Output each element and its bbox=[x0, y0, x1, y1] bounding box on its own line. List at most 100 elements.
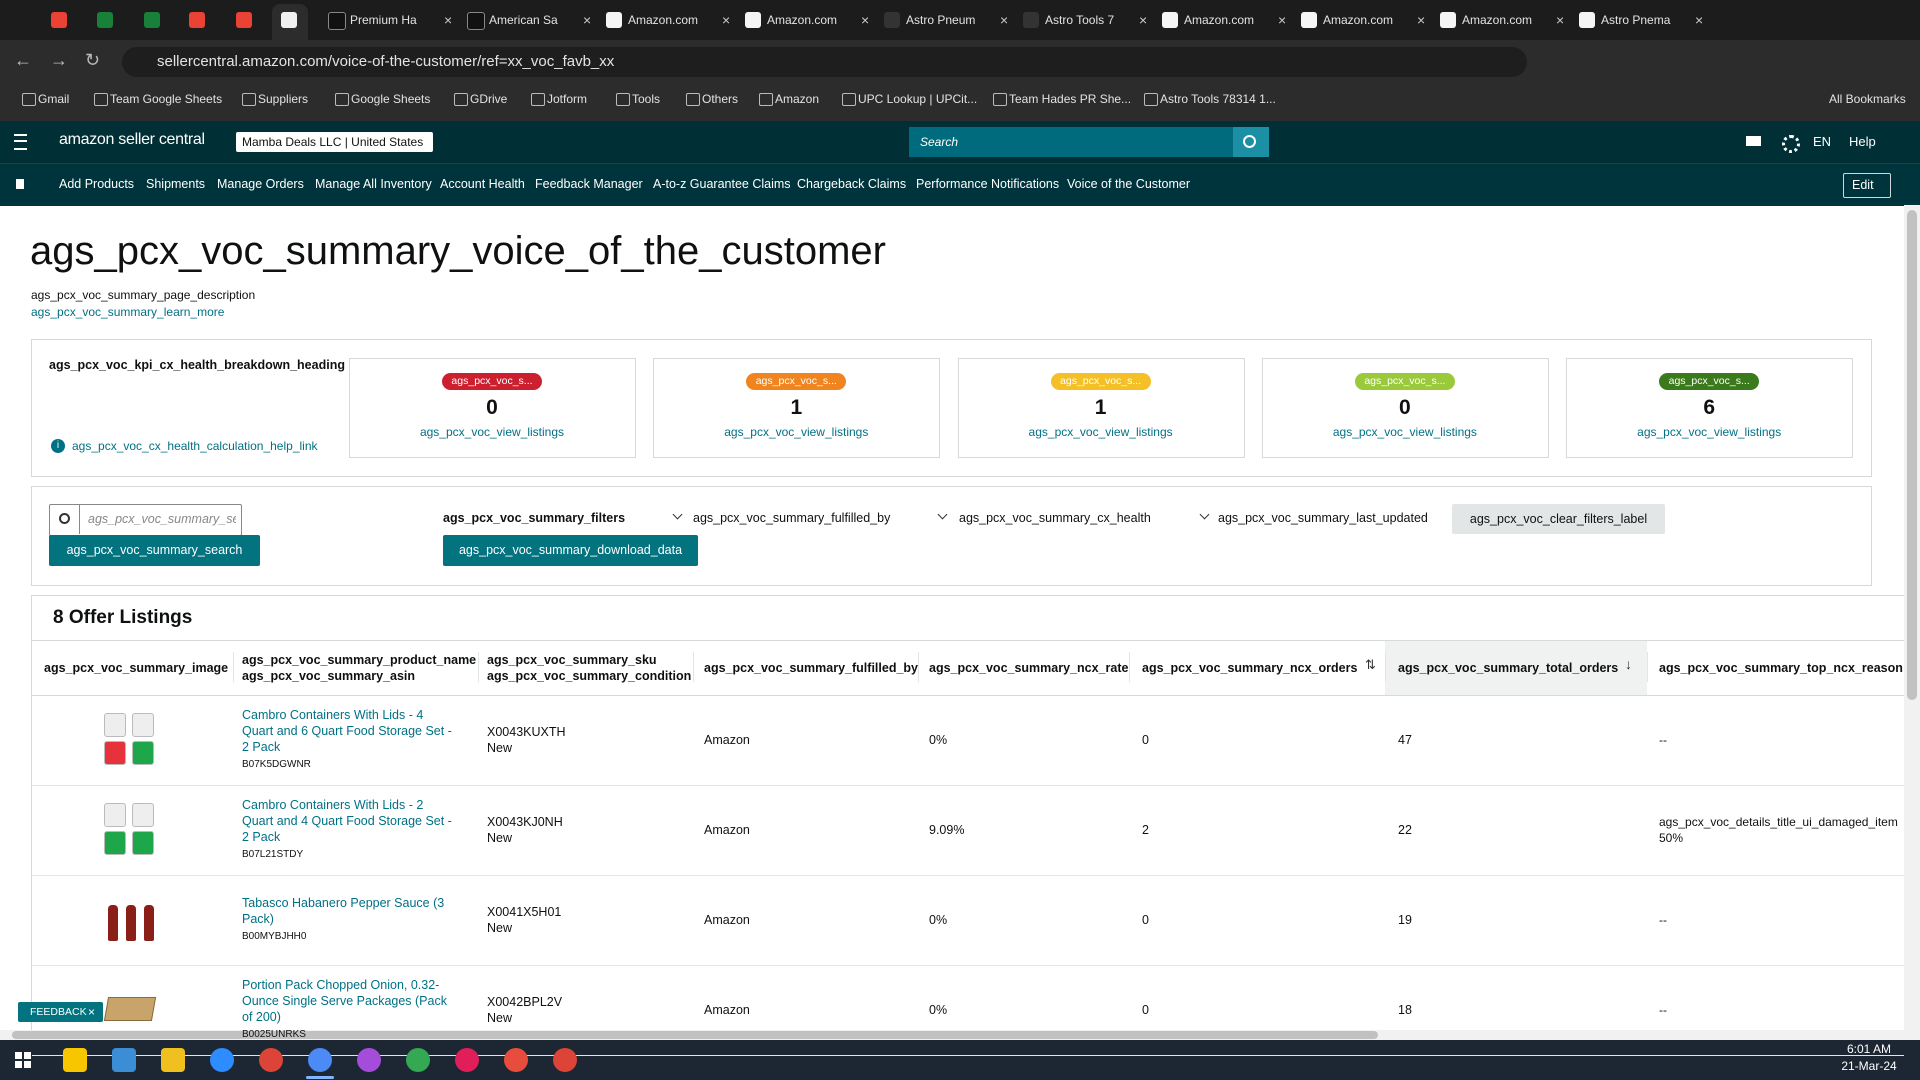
product-name[interactable]: Tabasco Habanero Pepper Sauce (3 Pack) bbox=[242, 896, 445, 926]
bookmark[interactable]: Gmail bbox=[38, 92, 70, 106]
column-header-text[interactable]: ags_pcx_voc_summary_fulfilled_by bbox=[704, 661, 918, 675]
nav-item[interactable]: Performance Notifications bbox=[916, 177, 1060, 191]
bookmark[interactable]: Tools bbox=[632, 92, 661, 106]
tab-close[interactable]: × bbox=[1139, 12, 1148, 28]
column-header-text[interactable]: ags_pcx_voc_summary_ncx_rate bbox=[929, 661, 1129, 675]
product-name[interactable]: Cambro Containers With Lids - 2 Quart an… bbox=[242, 798, 452, 844]
bookmark[interactable]: Suppliers bbox=[258, 92, 309, 106]
tab-close[interactable]: × bbox=[1695, 12, 1704, 28]
nav-item[interactable]: Chargeback Claims bbox=[797, 177, 907, 191]
view-listings[interactable]: ags_pcx_voc_view_listings bbox=[1028, 425, 1173, 439]
tab-close[interactable]: × bbox=[722, 12, 731, 28]
column-header-text[interactable]: ags_pcx_voc_summary_ncx_orders bbox=[1142, 661, 1358, 675]
nav-item[interactable]: Shipments bbox=[146, 177, 206, 191]
download-button[interactable]: ags_pcx_voc_summary_download_data bbox=[443, 535, 698, 566]
tab-title[interactable]: Astro Pnema bbox=[1601, 13, 1671, 27]
bookmark[interactable]: Jotform bbox=[547, 92, 588, 106]
product-name[interactable]: Cambro Containers With Lids - 4 Quart an… bbox=[242, 708, 452, 754]
edit[interactable]: Edit bbox=[1852, 178, 1874, 192]
bookmark[interactable]: Amazon bbox=[775, 92, 820, 106]
tab-title[interactable]: Amazon.com bbox=[1462, 13, 1533, 27]
help-link[interactable]: ags_pcx_voc_cx_health_calculation_help_l… bbox=[72, 439, 318, 453]
bookmark[interactable]: Team Hades PR She... bbox=[1009, 92, 1132, 106]
sort-icon[interactable]: ⇅ bbox=[1365, 657, 1376, 672]
filter-fulfilled-by[interactable]: ags_pcx_voc_summary_fulfilled_by bbox=[693, 511, 891, 525]
menu-icon[interactable] bbox=[14, 134, 27, 150]
omnibox[interactable] bbox=[122, 47, 1527, 77]
url[interactable]: sellercentral.amazon.com/voice-of-the-cu… bbox=[157, 53, 615, 70]
search-button[interactable]: ags_pcx_voc_summary_search bbox=[49, 535, 260, 566]
nav-button[interactable]: ↻ bbox=[85, 50, 101, 70]
tab-close[interactable]: × bbox=[1556, 12, 1565, 28]
tab-title[interactable]: Amazon.com bbox=[1323, 13, 1394, 27]
tab-close[interactable]: × bbox=[1000, 12, 1009, 28]
nav-item[interactable]: Account Health bbox=[440, 177, 525, 191]
taskbar-app[interactable] bbox=[259, 1048, 283, 1072]
tab-favicon[interactable] bbox=[189, 12, 205, 28]
taskbar-app[interactable] bbox=[504, 1048, 528, 1072]
all-bookmarks[interactable]: All Bookmarks bbox=[1829, 92, 1906, 106]
nav-item[interactable]: Voice of the Customer bbox=[1067, 177, 1190, 191]
tab-close[interactable]: × bbox=[444, 12, 453, 28]
tab-favicon[interactable] bbox=[236, 12, 252, 28]
taskbar-app[interactable] bbox=[406, 1048, 430, 1072]
nav-item[interactable]: Add Products bbox=[59, 177, 135, 191]
tab-title[interactable]: American Sa bbox=[489, 13, 558, 27]
tab-close[interactable]: × bbox=[583, 12, 592, 28]
filter-cx-health[interactable]: ags_pcx_voc_summary_cx_health bbox=[959, 511, 1151, 525]
mail-icon[interactable] bbox=[1746, 136, 1761, 146]
bookmark[interactable]: Team Google Sheets bbox=[110, 92, 223, 106]
nav-item[interactable]: Feedback Manager bbox=[535, 177, 643, 191]
taskbar-app[interactable] bbox=[308, 1048, 332, 1072]
taskbar-app[interactable] bbox=[63, 1048, 87, 1072]
account-box[interactable] bbox=[236, 132, 433, 152]
tab-title[interactable]: Premium Ha bbox=[350, 13, 417, 27]
column-header-text[interactable]: ags_pcx_voc_summary_condition bbox=[487, 669, 692, 683]
start-button[interactable] bbox=[15, 1052, 31, 1068]
tab-title[interactable]: Amazon.com bbox=[628, 13, 699, 27]
view-listings[interactable]: ags_pcx_voc_view_listings bbox=[419, 425, 565, 439]
v-scroll-thumb[interactable] bbox=[1907, 210, 1917, 700]
bookmark[interactable]: Others bbox=[702, 92, 739, 106]
feedback-button[interactable]: FEEDBACK × bbox=[18, 1002, 103, 1022]
nav-button[interactable]: ← bbox=[14, 50, 32, 70]
nav-item[interactable]: A-to-z Guarantee Claims bbox=[653, 177, 791, 191]
view-listings[interactable]: ags_pcx_voc_view_listings bbox=[1332, 425, 1477, 439]
tab-title[interactable]: Astro Pneum bbox=[906, 13, 976, 27]
tab-favicon[interactable] bbox=[281, 12, 297, 28]
column-header-text[interactable]: ags_pcx_voc_summary_image bbox=[44, 661, 229, 675]
tab-title[interactable]: Astro Tools 7 bbox=[1045, 13, 1115, 27]
sort-icon[interactable]: ↓ bbox=[1625, 656, 1632, 672]
bookmark[interactable]: Google Sheets bbox=[351, 92, 431, 106]
column-header-text[interactable]: ags_pcx_voc_summary_sku bbox=[487, 653, 657, 667]
gear-icon[interactable] bbox=[1782, 135, 1800, 153]
column-header-text[interactable]: ags_pcx_voc_summary_product_name bbox=[242, 653, 477, 667]
taskbar-app[interactable] bbox=[553, 1048, 577, 1072]
tab-close[interactable]: × bbox=[861, 12, 870, 28]
filter-last-updated[interactable]: ags_pcx_voc_summary_last_updated bbox=[1218, 511, 1428, 525]
edit-button[interactable] bbox=[1843, 173, 1891, 198]
bookmark[interactable]: Astro Tools 78314 1... bbox=[1160, 92, 1276, 106]
taskbar-app[interactable] bbox=[112, 1048, 136, 1072]
learn-more[interactable]: ags_pcx_voc_summary_learn_more bbox=[31, 305, 225, 319]
column-header-text[interactable]: ags_pcx_voc_summary_total_orders bbox=[1398, 661, 1619, 675]
view-listings[interactable]: ags_pcx_voc_view_listings bbox=[724, 425, 869, 439]
view-listings[interactable]: ags_pcx_voc_view_listings bbox=[1637, 425, 1782, 439]
tab-close[interactable]: × bbox=[1278, 12, 1287, 28]
bookmark[interactable]: UPC Lookup | UPCit... bbox=[858, 92, 978, 106]
tab-favicon[interactable] bbox=[144, 12, 160, 28]
feedback-close[interactable]: × bbox=[88, 1005, 96, 1019]
nav-item[interactable]: Manage Orders bbox=[217, 177, 304, 191]
nav-button[interactable]: → bbox=[50, 50, 68, 70]
column-header-text[interactable]: ags_pcx_voc_summary_top_ncx_reason bbox=[1659, 661, 1903, 675]
tab-close[interactable]: × bbox=[1417, 12, 1426, 28]
taskbar-app[interactable] bbox=[357, 1048, 381, 1072]
help[interactable]: Help bbox=[1849, 134, 1876, 149]
taskbar-app[interactable] bbox=[161, 1048, 185, 1072]
tab-favicon[interactable] bbox=[51, 12, 67, 28]
h-scroll-thumb[interactable] bbox=[12, 1031, 1378, 1039]
tab-title[interactable]: Amazon.com bbox=[1184, 13, 1255, 27]
search-box[interactable] bbox=[909, 127, 1233, 157]
taskbar-app[interactable] bbox=[210, 1048, 234, 1072]
nav-item[interactable]: Manage All Inventory bbox=[315, 177, 432, 191]
